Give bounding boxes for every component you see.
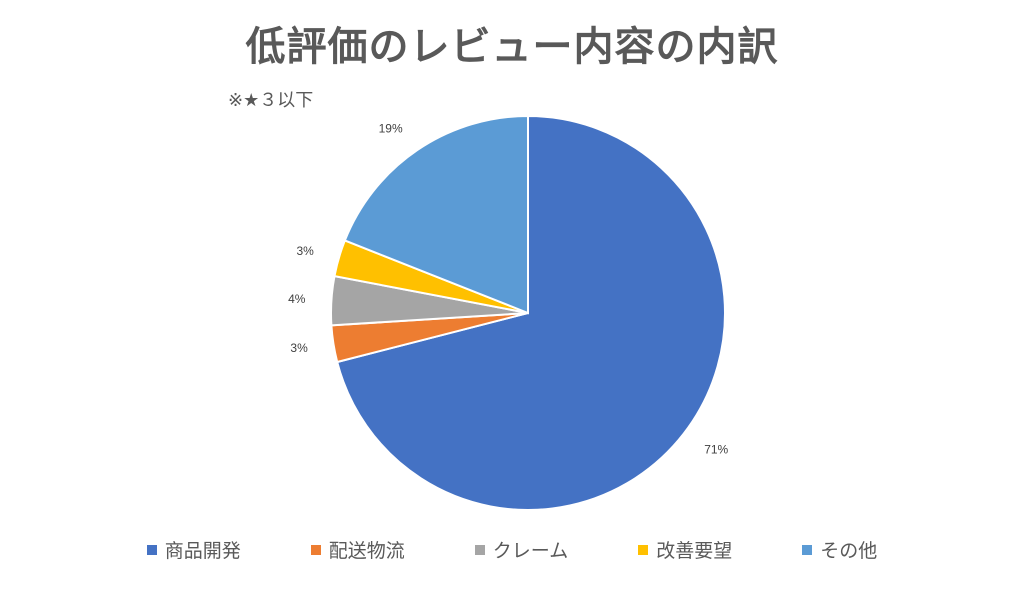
slice-label-3: 4% [288, 292, 306, 306]
legend-item-2: 配送物流 [310, 536, 405, 563]
slice-label-5: 19% [379, 122, 403, 136]
legend-item-4: 改善要望 [638, 536, 732, 563]
pie-slice-1 [335, 114, 726, 511]
legend-label: その他 [820, 540, 878, 562]
legend-label: 商品開発 [164, 540, 241, 562]
legend-item-5: その他 [802, 536, 877, 563]
slice-label-4: 3% [297, 244, 315, 258]
legend-label: 改善要望 [656, 540, 733, 562]
legend-item-3: クレーム [474, 536, 569, 563]
legend-swatch [802, 544, 813, 555]
legend: 商品開発 配送物流 クレーム 改善要望 その他 [0, 536, 1024, 563]
chart-subtitle: ※★３以下 [228, 90, 314, 111]
slice-label-2: 3% [290, 341, 308, 355]
legend-swatch [474, 544, 485, 555]
legend-label: クレーム [492, 540, 569, 562]
legend-swatch [638, 544, 649, 555]
chart-title: 低評価のレビュー内容の内訳 [245, 24, 779, 70]
legend-label: 配送物流 [328, 540, 405, 562]
legend-swatch [310, 544, 321, 555]
pie-slice-5 [343, 114, 529, 315]
legend-swatch [146, 544, 157, 555]
legend-item-1: 商品開発 [146, 536, 241, 563]
slice-label-1: 71% [704, 443, 728, 457]
